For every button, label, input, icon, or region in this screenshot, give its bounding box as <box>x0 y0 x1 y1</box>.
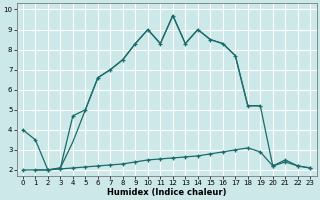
X-axis label: Humidex (Indice chaleur): Humidex (Indice chaleur) <box>107 188 226 197</box>
